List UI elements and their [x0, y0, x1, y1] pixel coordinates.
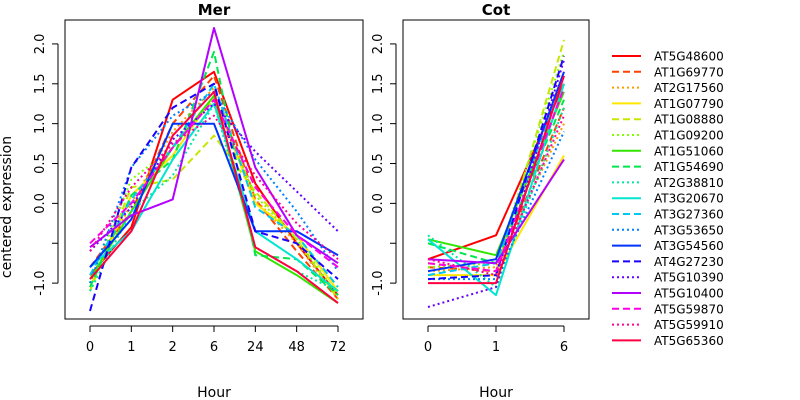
series-line-at1g54690 — [89, 50, 339, 296]
series-line-at5g59870 — [89, 98, 339, 268]
legend-label: AT1G51060 — [654, 144, 724, 158]
y-tick-label: 2.0 — [33, 34, 48, 55]
series-line-at5g10400 — [427, 158, 565, 265]
legend-label: AT3G20670 — [654, 192, 724, 206]
legend-entry: AT5G59870 — [612, 302, 724, 316]
series-line-at1g51060 — [427, 91, 565, 257]
legend-entry: AT5G59910 — [612, 318, 724, 332]
y-tick-label: 1.0 — [33, 113, 48, 134]
legend-label: AT1G69770 — [654, 65, 724, 79]
legend-label: AT5G10400 — [654, 287, 724, 301]
legend-label: AT1G08880 — [654, 113, 724, 127]
y-axis-label: centered expression — [0, 136, 15, 278]
x-tick-label: 1 — [127, 340, 135, 355]
series-line-at3g53650 — [89, 90, 339, 284]
y-tick-label: 1.5 — [371, 73, 386, 94]
legend-label: AT1G07790 — [654, 97, 724, 111]
legend-entry: AT2G38810 — [612, 176, 724, 190]
legend-entry: AT5G48600 — [612, 50, 724, 64]
y-tick-label: 0.0 — [33, 193, 48, 214]
series-line-at4g27230 — [89, 82, 339, 312]
chart-panels: Mer 0 1 2 6 24 48 72 Hour -1.0 0.0 0.5 1.0 1.5 2.0 Cot 0… — [33, 1, 590, 400]
legend-label: AT1G54690 — [654, 160, 724, 174]
legend-entry: AT1G54690 — [612, 160, 724, 174]
y-tick-label: 0.5 — [371, 153, 386, 174]
panel-title: Cot — [482, 1, 510, 19]
y-tick-label: 2.0 — [371, 34, 386, 55]
x-tick-label: 72 — [330, 340, 347, 355]
legend-label: AT3G53650 — [654, 223, 724, 237]
legend-label: AT5G10390 — [654, 271, 724, 285]
legend-label: AT4G27230 — [654, 255, 724, 269]
y-tick-label: 1.0 — [371, 113, 386, 134]
legend-entry: AT3G27360 — [612, 208, 724, 222]
series-line-at1g51060 — [89, 94, 339, 304]
legend-entry: AT1G51060 — [612, 144, 724, 158]
series-line-at3g20670 — [427, 83, 565, 297]
legend-entry: AT5G10390 — [612, 271, 724, 285]
series-line-at5g59910 — [427, 115, 565, 277]
legend-label: AT3G27360 — [654, 208, 724, 222]
series-line-at3g53650 — [428, 131, 565, 281]
y-tick-label: -1.0 — [371, 270, 386, 295]
series-line-at5g10390 — [427, 59, 565, 308]
series-line-at5g65360 — [428, 75, 565, 285]
y-tick-label: 0.0 — [371, 193, 386, 214]
x-axis-label: Hour — [197, 385, 231, 400]
x-tick-label: 0 — [86, 340, 94, 355]
x-tick-label: 24 — [247, 340, 264, 355]
series-lines — [89, 27, 339, 312]
legend-label: AT2G17560 — [654, 81, 724, 95]
legend-entry: AT5G65360 — [612, 334, 724, 348]
panel-title: Mer — [198, 1, 231, 19]
legend-label: AT2G38810 — [654, 176, 724, 190]
legend-entry: AT3G53650 — [612, 223, 724, 237]
series-line-at3g54560 — [89, 122, 339, 268]
x-tick-label: 6 — [560, 340, 568, 355]
legend-entry: AT3G54560 — [612, 239, 724, 253]
legend-label: AT5G59910 — [654, 318, 724, 332]
series-lines — [427, 39, 565, 308]
series-line-at5g10400 — [89, 27, 339, 265]
legend-label: AT5G48600 — [654, 50, 724, 64]
y-tick-label: 0.5 — [33, 153, 48, 174]
series-line-at1g09200 — [427, 51, 565, 269]
series-line-at5g65360 — [89, 90, 339, 304]
legend-entry: AT1G08880 — [612, 113, 724, 127]
legend-entry: AT5G10400 — [612, 287, 724, 301]
legend-label: AT3G54560 — [654, 239, 724, 253]
legend-entry: AT1G07790 — [612, 97, 724, 111]
series-line-at1g09200 — [89, 98, 339, 296]
series-line-at5g59870 — [427, 87, 565, 273]
series-line-at5g10390 — [89, 102, 339, 252]
y-tick-label: 1.5 — [33, 73, 48, 94]
x-tick-label: 6 — [210, 340, 218, 355]
legend-entry: AT1G69770 — [612, 65, 724, 79]
plot-frame — [64, 19, 364, 320]
series-line-at3g27360 — [427, 75, 565, 277]
x-tick-label: 2 — [169, 340, 177, 355]
plot-frame — [402, 19, 590, 320]
y-tick-label: -1.0 — [33, 270, 48, 295]
series-line-at4g27230 — [427, 55, 565, 281]
series-line-at5g59910 — [89, 114, 339, 260]
legend-entry: AT4G27230 — [612, 255, 724, 269]
panel-mer: Mer 0 1 2 6 24 48 72 Hour -1.0 0.0 0.5 1.0 1.5 2.0 — [33, 1, 364, 400]
legend-entry: AT2G17560 — [612, 81, 724, 95]
x-tick-label: 0 — [424, 340, 432, 355]
legend-label: AT5G65360 — [654, 334, 724, 348]
x-axis-label: Hour — [479, 385, 513, 400]
legend-label: AT1G09200 — [654, 129, 724, 143]
series-line-at3g54560 — [427, 71, 565, 273]
series-line-at2g17560 — [89, 86, 339, 300]
x-tick-label: 1 — [492, 340, 500, 355]
legend-entry: AT1G09200 — [612, 129, 724, 143]
panel-cot: Cot 0 1 6 Hour -1.0 0.0 0.5 1.0 1.5 2.0 — [371, 1, 590, 400]
x-tick-label: 48 — [288, 340, 305, 355]
series-line-at1g69770 — [89, 74, 339, 300]
legend-entry: AT3G20670 — [612, 192, 724, 206]
legend-label: AT5G59870 — [654, 302, 724, 316]
